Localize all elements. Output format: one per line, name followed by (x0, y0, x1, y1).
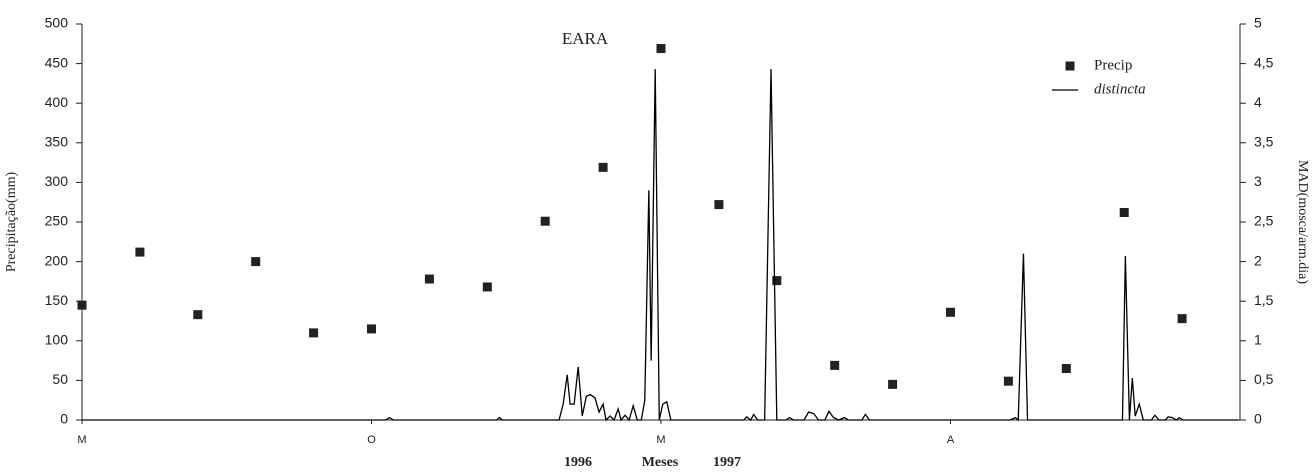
legend-label: Precip (1094, 57, 1132, 73)
y-tick-label: 350 (45, 134, 69, 150)
annotation: 1996 (564, 455, 592, 470)
y2-tick-label: 4,5 (1254, 54, 1274, 70)
y2-tick-label: 0,5 (1254, 371, 1274, 387)
precip-point (946, 307, 955, 317)
precip-point (1177, 314, 1187, 324)
x-tick-label: O (367, 434, 376, 446)
x-axis-label: Meses (642, 455, 679, 470)
y2-tick-label: 1 (1254, 332, 1262, 348)
y-tick-label: 100 (45, 332, 69, 348)
y2-tick-label: 5 (1254, 15, 1262, 31)
y-tick-label: 50 (52, 371, 68, 387)
chart-title: EARA (562, 29, 609, 48)
precip-point (540, 216, 550, 226)
y-tick-label: 0 (60, 411, 68, 427)
precip-point (1119, 207, 1129, 217)
precip-point (193, 310, 203, 320)
y2-tick-label: 2 (1254, 252, 1262, 268)
y-tick-label: 200 (45, 252, 69, 268)
y2-tick-label: 1,5 (1254, 292, 1274, 308)
legend-label: distincta (1094, 81, 1146, 97)
y2-tick-label: 0 (1254, 411, 1262, 427)
y-tick-label: 500 (45, 15, 69, 31)
y-axis-label: Precipitação(mm) (4, 172, 19, 273)
precip-point (656, 44, 666, 54)
precip-point (714, 200, 724, 210)
y-tick-label: 150 (45, 292, 69, 308)
precip-point (367, 324, 376, 334)
precip-point (251, 257, 261, 267)
y-tick-label: 250 (45, 213, 69, 229)
annotation: 1997 (713, 455, 741, 470)
precip-point (482, 282, 492, 292)
precip-point (830, 360, 840, 370)
x-tick-label: A (947, 434, 955, 446)
precip-point (888, 379, 898, 389)
precip-point (309, 328, 319, 338)
y2-tick-label: 3 (1254, 173, 1262, 189)
y-tick-label: 450 (45, 54, 69, 70)
y2-tick-label: 3,5 (1254, 134, 1274, 150)
y2-tick-label: 2,5 (1254, 213, 1274, 229)
precip-point (424, 274, 434, 284)
y-tick-label: 300 (45, 173, 69, 189)
y2-axis-label: MAD(mosca/arm.dia) (1295, 160, 1310, 284)
precip-point (135, 247, 145, 257)
y-tick-label: 400 (45, 94, 69, 110)
precip-point (1061, 364, 1071, 374)
x-tick-label: M (656, 434, 665, 446)
x-tick-label: M (77, 434, 86, 446)
y2-tick-label: 4 (1254, 94, 1262, 110)
series-line (82, 69, 1239, 422)
precip-point (772, 276, 782, 286)
precip-point (77, 300, 87, 310)
precip-point (1003, 376, 1013, 386)
precip-point (598, 162, 608, 172)
legend-marker (1065, 61, 1075, 71)
